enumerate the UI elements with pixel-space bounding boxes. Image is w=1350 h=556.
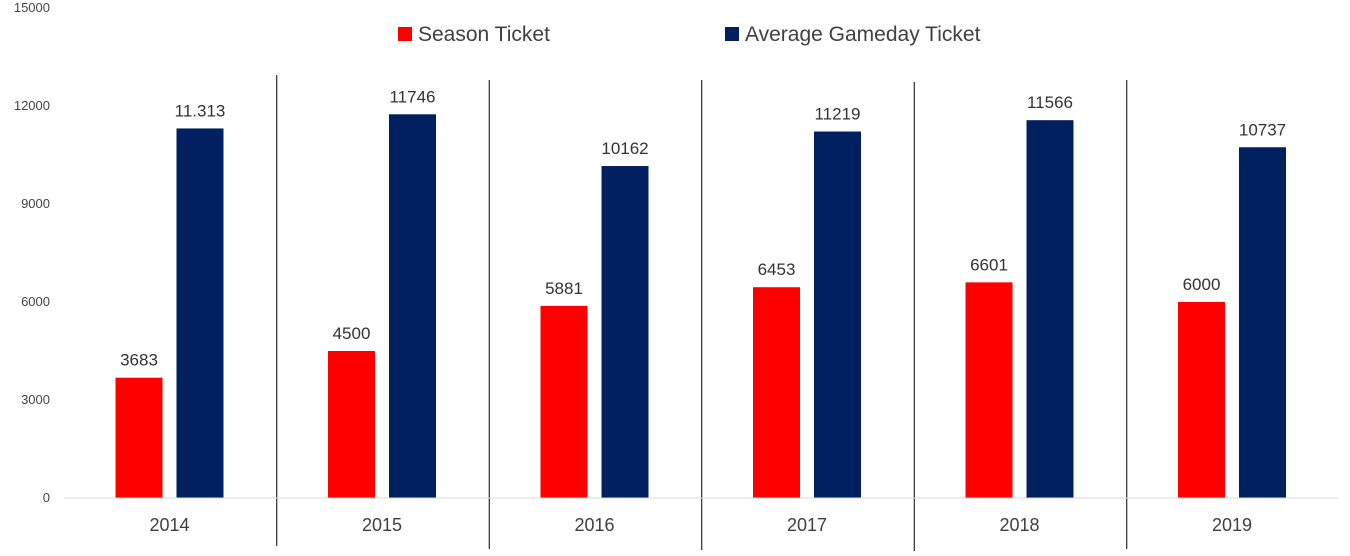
data-label: 5881 — [545, 279, 583, 298]
data-label: 11746 — [389, 87, 435, 106]
x-category-label: 2019 — [1212, 515, 1252, 535]
x-category-label: 2016 — [574, 515, 614, 535]
bar-season-ticket-2016 — [540, 305, 588, 498]
y-tick-label: 12000 — [14, 98, 50, 113]
data-label: 11219 — [814, 105, 860, 124]
bars — [115, 114, 1286, 499]
x-category-label: 2015 — [362, 515, 402, 535]
y-axis: 0 3000 6000 9000 12000 15000 — [14, 0, 50, 505]
bar-average-gameday-ticket-2018 — [1026, 120, 1074, 498]
y-tick-label: 6000 — [21, 294, 50, 309]
category-separators — [276, 75, 1128, 551]
y-tick-label: 0 — [43, 490, 50, 505]
data-label: 6000 — [1183, 275, 1221, 294]
data-label: 4500 — [333, 324, 371, 343]
bar-average-gameday-ticket-2017 — [814, 131, 861, 498]
x-axis: 2014 2015 2016 2017 2018 2019 — [64, 497, 1338, 535]
bar-average-gameday-ticket-2015 — [389, 114, 436, 498]
legend-label-average-gameday-ticket: Average Gameday Ticket — [745, 23, 981, 46]
x-category-label: 2014 — [149, 515, 189, 535]
x-category-label: 2017 — [787, 515, 827, 535]
bar-average-gameday-ticket-2016 — [601, 166, 649, 499]
legend: Season Ticket Average Gameday Ticket — [398, 23, 981, 46]
bar-average-gameday-ticket-2019 — [1239, 147, 1286, 498]
data-label: 11.313 — [175, 101, 226, 120]
bar-average-gameday-ticket-2014 — [176, 128, 224, 498]
data-label: 3683 — [120, 351, 158, 370]
y-tick-label: 3000 — [21, 392, 50, 407]
data-label: 11566 — [1027, 93, 1073, 112]
y-tick-label: 15000 — [14, 0, 50, 15]
bar-season-ticket-2017 — [753, 287, 800, 498]
data-label: 10737 — [1239, 120, 1286, 139]
data-labels: 3683 11.313 4500 11746 5881 10162 6453 11219 660… — [120, 87, 1286, 369]
bar-season-ticket-2019 — [1178, 302, 1225, 498]
data-label: 10162 — [601, 139, 648, 158]
legend-label-season-ticket: Season Ticket — [418, 23, 550, 46]
data-label: 6453 — [758, 260, 796, 279]
bar-season-ticket-2018 — [965, 282, 1013, 498]
bar-season-ticket-2014 — [115, 377, 163, 498]
legend-swatch-average-gameday-ticket — [725, 27, 739, 41]
x-category-label: 2018 — [999, 515, 1039, 535]
bar-season-ticket-2015 — [328, 351, 375, 498]
legend-swatch-season-ticket — [398, 27, 412, 41]
data-label: 6601 — [970, 255, 1008, 274]
y-tick-label: 9000 — [21, 196, 50, 211]
